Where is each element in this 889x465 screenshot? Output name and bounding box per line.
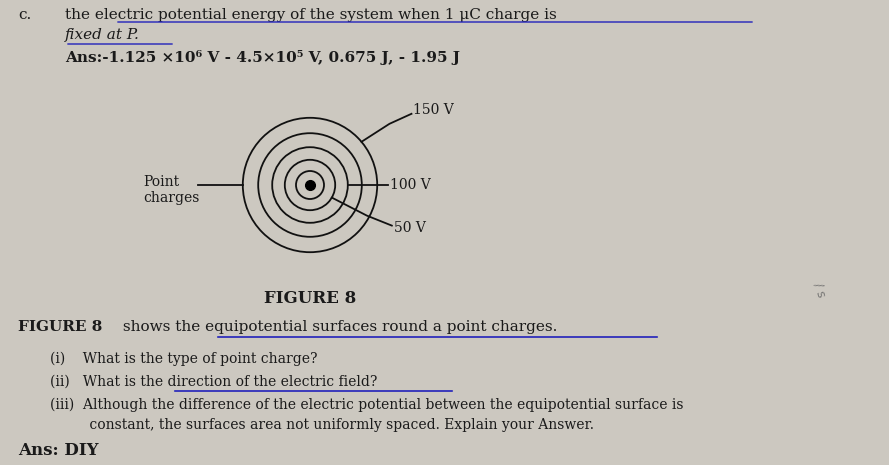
Text: (iii)  Although the difference of the electric potential between the equipotenti: (iii) Although the difference of the ele… xyxy=(50,398,684,412)
Text: fixed at P.: fixed at P. xyxy=(65,28,140,42)
Text: constant, the surfaces area not uniformly spaced. Explain your Answer.: constant, the surfaces area not uniforml… xyxy=(50,418,594,432)
Text: FIGURE 8: FIGURE 8 xyxy=(264,290,356,307)
Text: shows the equipotential surfaces round a point charges.: shows the equipotential surfaces round a… xyxy=(118,320,557,334)
Text: the electric potential energy of the system when 1 μC charge is: the electric potential energy of the sys… xyxy=(65,8,557,22)
Text: FIGURE 8 shows the equipotential surfaces round a point charges.: FIGURE 8 shows the equipotential surface… xyxy=(0,464,1,465)
Text: c.: c. xyxy=(18,8,31,22)
Text: 150 V: 150 V xyxy=(413,103,454,117)
Text: Point
charges: Point charges xyxy=(143,175,199,205)
Text: Ans:-1.125 ×10⁶ V - 4.5×10⁵ V, 0.675 J, - 1.95 J: Ans:-1.125 ×10⁶ V - 4.5×10⁵ V, 0.675 J, … xyxy=(65,50,460,65)
Text: Ans: DIY: Ans: DIY xyxy=(18,442,99,459)
Text: 100 V: 100 V xyxy=(389,178,430,192)
Text: 50 V: 50 V xyxy=(394,220,426,235)
Text: (ii)   What is the direction of the electric field?: (ii) What is the direction of the electr… xyxy=(50,375,377,389)
Text: (i)    What is the type of point charge?: (i) What is the type of point charge? xyxy=(50,352,317,366)
Text: FIGURE 8: FIGURE 8 xyxy=(18,320,102,334)
Text: / s: / s xyxy=(812,281,829,299)
